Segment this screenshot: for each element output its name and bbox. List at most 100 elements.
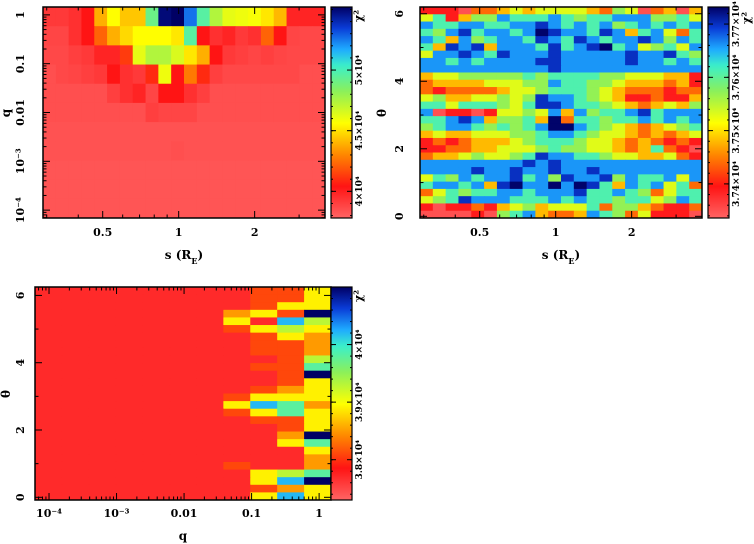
heatmap-cell <box>522 137 536 146</box>
heatmap-cell <box>625 181 639 190</box>
heatmap-cell <box>561 72 575 81</box>
heatmap-cell <box>107 179 121 200</box>
heatmap-cell <box>35 332 63 341</box>
heatmap-cell <box>223 423 251 433</box>
heatmap-cell <box>250 416 278 425</box>
heatmap-cell <box>277 385 305 394</box>
heatmap-cell <box>43 198 57 219</box>
heatmap-cell <box>637 14 652 23</box>
heatmap-cell <box>612 36 626 44</box>
heatmap-cell <box>260 179 275 200</box>
heatmap-cell <box>209 198 223 219</box>
heatmap-cell <box>689 167 703 175</box>
heatmap-cell <box>169 446 197 455</box>
heatmap-cell <box>573 174 588 183</box>
heatmap-cell <box>196 423 224 433</box>
heatmap-cell <box>88 347 117 356</box>
heatmap-cell <box>273 26 288 46</box>
heatmap-cell <box>509 101 524 110</box>
heatmap-cell <box>573 137 588 146</box>
heatmap-cell <box>169 309 197 318</box>
heatmap-cell <box>561 203 575 212</box>
heatmap-cell <box>509 28 524 37</box>
heatmap-cell <box>35 302 63 311</box>
heatmap-cell <box>445 28 459 37</box>
heatmap-cell <box>599 65 613 73</box>
heatmap-cell <box>312 179 326 200</box>
heatmap-cell <box>142 355 171 364</box>
y-tick-label: 0 <box>14 493 27 501</box>
heatmap-cell <box>496 57 511 66</box>
heatmap-cell <box>420 7 434 15</box>
heatmap-cell <box>548 36 562 44</box>
heatmap-cell <box>145 26 159 46</box>
heatmap-cell <box>196 45 211 66</box>
heatmap-cell <box>184 141 198 161</box>
heatmap-cell <box>689 174 703 183</box>
heatmap-cell <box>169 454 197 463</box>
heatmap-cell <box>235 45 249 66</box>
heatmap-cell <box>169 347 197 356</box>
heatmap-cell <box>196 454 224 463</box>
heatmap-cell <box>535 159 549 168</box>
heatmap-cell <box>663 72 677 81</box>
heatmap-cell <box>88 484 117 493</box>
heatmap-cell <box>676 188 690 197</box>
heatmap-cell <box>586 145 600 154</box>
heatmap-cell <box>142 378 171 387</box>
heatmap-cell <box>286 141 300 161</box>
heatmap-cell <box>548 188 562 197</box>
heatmap-cell <box>209 102 223 123</box>
heatmap-cell <box>599 116 613 124</box>
heatmap-cell <box>107 198 121 219</box>
heatmap-cell <box>304 340 332 349</box>
heatmap-cell <box>535 50 549 59</box>
heatmap-cell <box>561 167 575 175</box>
heatmap-cell <box>142 317 171 326</box>
heatmap-cell <box>484 101 498 110</box>
heatmap-cell <box>496 65 511 73</box>
heatmap-cell <box>250 446 278 455</box>
heatmap-cell <box>223 477 251 486</box>
heatmap-cell <box>496 152 511 161</box>
heatmap-cell <box>286 7 300 27</box>
x-axis-label: q <box>179 529 188 543</box>
heatmap-cell <box>458 196 472 204</box>
heatmap-cell <box>612 57 626 66</box>
x-axis-label-text: s (R <box>165 248 193 262</box>
heatmap-cell <box>637 152 652 161</box>
heatmap-cell <box>561 21 575 30</box>
heatmap-cell <box>248 102 262 123</box>
heatmap-cell <box>445 21 459 30</box>
heatmap-cell <box>35 477 63 486</box>
heatmap-cell <box>115 378 144 387</box>
heatmap-cell <box>115 332 144 341</box>
heatmap-cell <box>625 123 639 132</box>
heatmap-cell <box>650 65 665 73</box>
heatmap-cell <box>61 484 90 493</box>
heatmap-cell <box>223 484 251 493</box>
heatmap-cell <box>663 94 677 103</box>
heatmap-cell <box>445 57 459 66</box>
heatmap-cell <box>94 198 108 219</box>
heatmap-cell <box>35 408 63 417</box>
heatmap-cell <box>458 174 472 183</box>
heatmap-cell <box>689 21 703 30</box>
heatmap-cell <box>676 36 690 44</box>
heatmap-cell <box>561 43 575 52</box>
x-tick-label: 1 <box>175 226 183 239</box>
heatmap-cell <box>260 7 275 27</box>
heatmap-cell <box>663 116 677 124</box>
heatmap-cell <box>586 50 600 59</box>
heatmap-cell <box>625 43 639 52</box>
heatmap-cell <box>445 181 459 190</box>
heatmap-cell <box>561 65 575 73</box>
heatmap-cell <box>248 7 262 27</box>
heatmap-cell <box>277 378 305 387</box>
heatmap-cell <box>522 159 536 168</box>
heatmap-cell <box>169 469 197 478</box>
heatmap-cell <box>561 108 575 117</box>
heatmap-cell <box>599 108 613 117</box>
heatmap-cell <box>496 174 511 183</box>
heatmap-cell <box>273 141 288 161</box>
